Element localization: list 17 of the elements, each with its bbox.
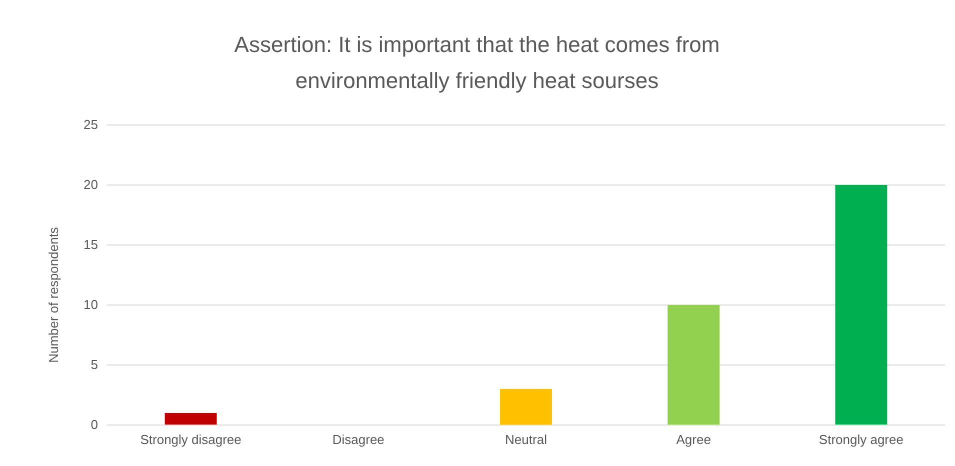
y-tick-label: 0 bbox=[90, 417, 98, 432]
x-tick-label: Neutral bbox=[505, 432, 548, 448]
bar bbox=[668, 305, 720, 425]
x-tick-label: Agree bbox=[676, 432, 711, 448]
y-axis-title: Number of respondents bbox=[46, 226, 61, 363]
x-tick-label: Strongly agree bbox=[818, 432, 904, 448]
y-tick-label: 15 bbox=[84, 237, 98, 252]
x-tick-label: Disagree bbox=[332, 432, 384, 448]
bar bbox=[835, 185, 888, 425]
y-tick-label: 10 bbox=[84, 297, 98, 312]
bar bbox=[164, 413, 217, 425]
chart-title: Assertion: It is important that the heat comes from environmentally friendly heat sourses bbox=[234, 32, 720, 93]
y-tick-label: 20 bbox=[84, 177, 98, 192]
y-tick-label: 25 bbox=[84, 117, 98, 132]
x-tick-label: Strongly disagree bbox=[140, 432, 242, 448]
y-tick-label: 5 bbox=[90, 357, 98, 372]
bar bbox=[500, 389, 552, 425]
